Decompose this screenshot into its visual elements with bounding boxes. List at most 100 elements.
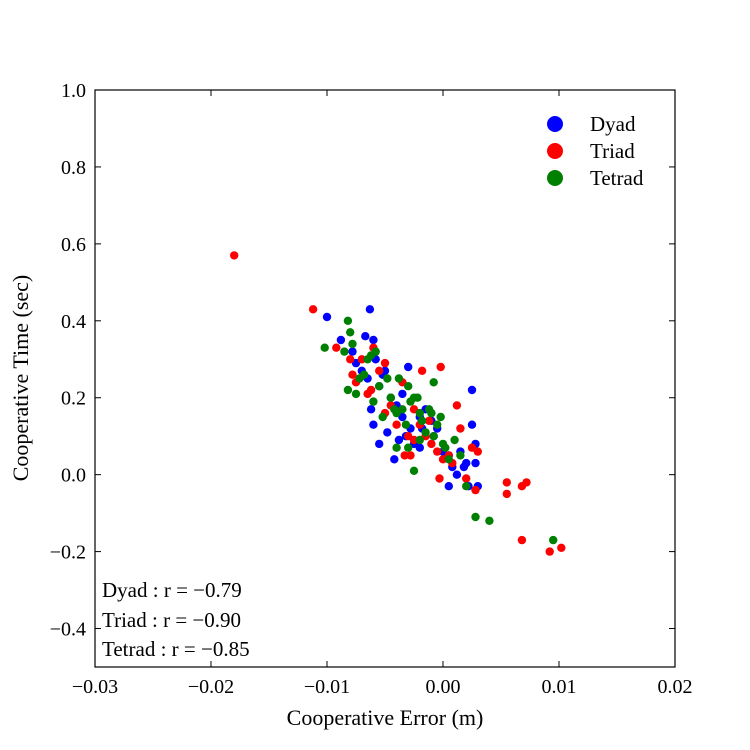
tetrad-point xyxy=(415,408,424,418)
y-tick-label: 0.0 xyxy=(61,465,86,487)
tetrad-point xyxy=(348,339,357,349)
triad-point xyxy=(406,451,415,460)
x-tick-label: −0.03 xyxy=(72,676,118,698)
y-tick-label: 0.8 xyxy=(61,157,86,179)
legend-item-tetrad: Tetrad xyxy=(547,166,644,190)
x-tick-label: 0.00 xyxy=(426,676,461,698)
dyad-point xyxy=(415,443,424,452)
dyad-point xyxy=(390,455,399,464)
legend-marker xyxy=(547,116,563,132)
tetrad-point xyxy=(351,389,361,399)
axis-ticks xyxy=(94,89,676,667)
dyad-point xyxy=(444,482,453,491)
tetrad-point xyxy=(456,451,465,460)
y-axis-label: Cooperative Time (sec) xyxy=(8,275,33,482)
triad-point xyxy=(462,474,471,483)
y-tick-label: 0.4 xyxy=(61,311,86,333)
series-tetrad xyxy=(320,316,558,545)
legend-item-triad: Triad xyxy=(547,139,635,163)
dyad-point xyxy=(366,405,376,414)
triad-point xyxy=(502,489,511,499)
triad-point xyxy=(392,420,401,429)
tetrad-point xyxy=(359,370,369,379)
triad-point xyxy=(366,385,376,395)
tetrad-point xyxy=(383,374,392,383)
triad-point xyxy=(346,355,355,364)
tetrad-point xyxy=(429,378,438,387)
tetrad-point xyxy=(450,435,459,445)
tetrad-point xyxy=(421,428,430,437)
legend-item-dyad: Dyad xyxy=(547,112,636,136)
tetrad-point xyxy=(371,347,380,356)
annotation-triad-r: Triad : r = −0.90 xyxy=(102,608,241,632)
dyad-point xyxy=(467,420,477,429)
x-tick-label: −0.02 xyxy=(188,676,234,698)
triad-point xyxy=(332,343,341,352)
triad-point xyxy=(522,478,531,487)
y-tick-label: 0.6 xyxy=(61,234,86,256)
legend-marker xyxy=(547,170,563,186)
legend: Dyad Triad Tetrad xyxy=(547,112,644,190)
y-tick-label: 1.0 xyxy=(61,80,86,102)
tetrad-point xyxy=(462,482,471,491)
dyad-point xyxy=(404,362,413,372)
tetrad-point xyxy=(436,412,445,422)
dyad-point xyxy=(452,470,462,479)
dyad-point xyxy=(394,435,404,445)
tetrad-point xyxy=(386,393,395,402)
dyad-point xyxy=(462,458,471,468)
triad-point xyxy=(545,547,554,556)
legend-label: Tetrad xyxy=(590,166,644,190)
dyad-point xyxy=(467,385,477,395)
tetrad-point xyxy=(404,382,413,391)
tetrad-point xyxy=(320,343,329,352)
annotation-dyad-r: Dyad : r = −0.79 xyxy=(102,578,242,602)
y-tick-labels: −0.4 −0.2 0.0 0.2 0.4 0.6 0.8 1.0 xyxy=(50,80,86,641)
tetrad-point xyxy=(375,382,384,391)
tetrad-point xyxy=(471,512,480,522)
plot-frame xyxy=(94,89,676,668)
tetrad-point xyxy=(394,374,404,383)
dyad-point xyxy=(322,312,332,322)
triad-point xyxy=(435,474,444,483)
triad-point xyxy=(517,535,527,545)
y-tick-label: 0.2 xyxy=(61,388,86,410)
dyad-point xyxy=(369,335,378,345)
tetrad-point xyxy=(343,385,353,395)
tetrad-point xyxy=(392,443,401,452)
tetrad-point xyxy=(415,435,424,445)
annotation-tetrad-r: Tetrad : r = −0.85 xyxy=(102,637,250,661)
legend-label: Dyad xyxy=(590,112,636,136)
triad-point xyxy=(452,401,462,410)
tetrad-point xyxy=(340,347,349,356)
tetrad-point xyxy=(398,405,407,414)
triad-point xyxy=(348,370,357,379)
legend-marker xyxy=(547,143,563,159)
x-tick-label: 0.01 xyxy=(542,676,577,698)
tetrad-point xyxy=(378,412,387,422)
triad-point xyxy=(230,251,239,260)
triad-point xyxy=(557,543,566,552)
triad-point xyxy=(400,451,409,460)
triad-point xyxy=(471,485,480,495)
dyad-point xyxy=(471,458,480,468)
tetrad-point xyxy=(346,328,355,337)
triad-point xyxy=(308,305,318,314)
tetrad-point xyxy=(417,416,427,425)
tetrad-point xyxy=(413,393,422,402)
dyad-point xyxy=(369,420,378,429)
x-tick-label: −0.01 xyxy=(304,676,350,698)
dyad-point xyxy=(375,439,384,449)
dyad-point xyxy=(383,428,392,437)
triad-point xyxy=(502,478,511,487)
tetrad-point xyxy=(441,443,450,452)
x-axis-label: Cooperative Error (m) xyxy=(287,705,484,730)
triad-point xyxy=(433,447,442,456)
tetrad-point xyxy=(409,466,419,475)
tetrad-point xyxy=(485,516,494,525)
dyad-point xyxy=(348,347,357,356)
x-tick-labels: −0.03 −0.02 −0.01 0.00 0.01 0.02 xyxy=(72,676,693,698)
data-points xyxy=(230,251,566,556)
tetrad-point xyxy=(433,420,442,429)
